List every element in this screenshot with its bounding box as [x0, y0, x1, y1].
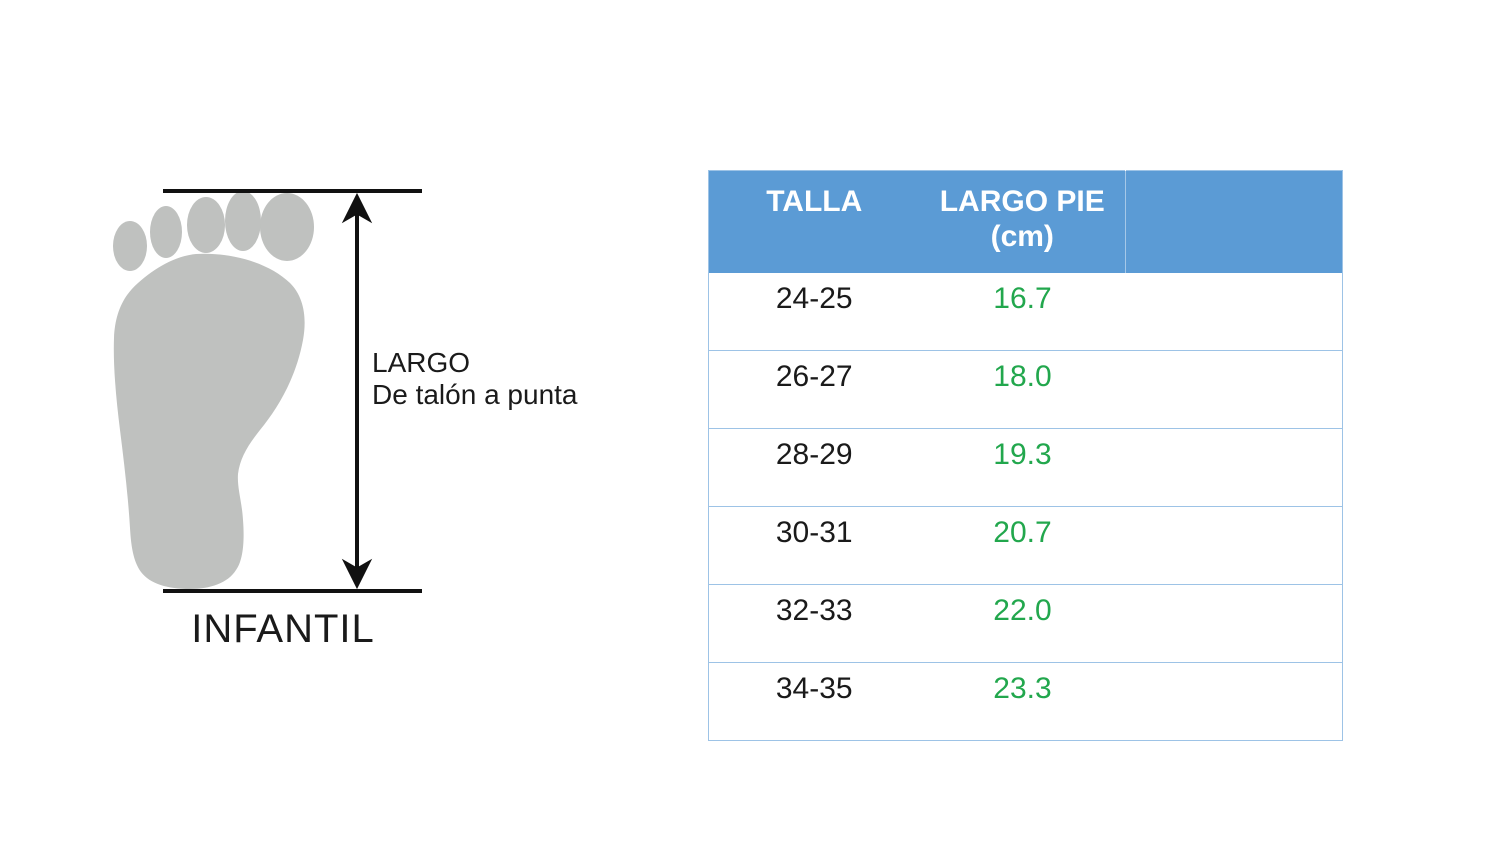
- col-header-talla: TALLA: [708, 170, 920, 273]
- largo-cell: 19.3: [919, 428, 1126, 507]
- talla-cell: 24-25: [708, 273, 920, 351]
- largo-cell: 22.0: [919, 584, 1126, 663]
- measure-label-line1: LARGO: [372, 347, 471, 378]
- empty-cell: [1125, 273, 1343, 351]
- empty-cell: [1125, 584, 1343, 663]
- largo-cell: 18.0: [919, 350, 1126, 429]
- size-table-header: TALLA LARGO PIE (cm): [708, 170, 1343, 273]
- table-row: 30-31 20.7: [708, 506, 1343, 585]
- measurement-arrow-icon: [163, 189, 422, 593]
- table-row: 28-29 19.3: [708, 428, 1343, 507]
- talla-cell: 28-29: [708, 428, 920, 507]
- empty-cell: [1125, 428, 1343, 507]
- col-header-largo-pie: LARGO PIE (cm): [919, 170, 1126, 273]
- largo-cell: 20.7: [919, 506, 1126, 585]
- table-row: 26-27 18.0: [708, 350, 1343, 429]
- talla-cell: 26-27: [708, 350, 920, 429]
- talla-cell: 30-31: [708, 506, 920, 585]
- header-row: TALLA LARGO PIE (cm): [708, 170, 1343, 273]
- empty-cell: [1125, 506, 1343, 585]
- size-table-body: 24-25 16.7 26-27 18.0 28-29 19.3 30-31 2…: [708, 273, 1343, 741]
- col-header-largo-line2: (cm): [990, 220, 1054, 253]
- table-row: 34-35 23.3: [708, 662, 1343, 741]
- empty-cell: [1125, 350, 1343, 429]
- talla-cell: 34-35: [708, 662, 920, 741]
- size-table: TALLA LARGO PIE (cm) 24-25 16.7 26-27 18…: [708, 170, 1343, 741]
- table-row: 32-33 22.0: [708, 584, 1343, 663]
- col-header-empty: [1125, 170, 1343, 273]
- col-header-largo-line1: LARGO PIE: [939, 185, 1105, 218]
- table-row: 24-25 16.7: [708, 273, 1343, 351]
- talla-cell: 32-33: [708, 584, 920, 663]
- empty-cell: [1125, 662, 1343, 741]
- measure-label-line2: De talón a punta: [372, 379, 578, 410]
- diagram-caption: INFANTIL: [191, 607, 375, 651]
- foot-icon: [113, 191, 314, 589]
- largo-cell: 16.7: [919, 273, 1126, 351]
- foot-measurement-diagram: [113, 189, 422, 593]
- arrow-head-up: [341, 192, 373, 224]
- measure-label: LARGO De talón a punta: [372, 347, 578, 411]
- largo-cell: 23.3: [919, 662, 1126, 741]
- arrow-head-down: [341, 558, 373, 590]
